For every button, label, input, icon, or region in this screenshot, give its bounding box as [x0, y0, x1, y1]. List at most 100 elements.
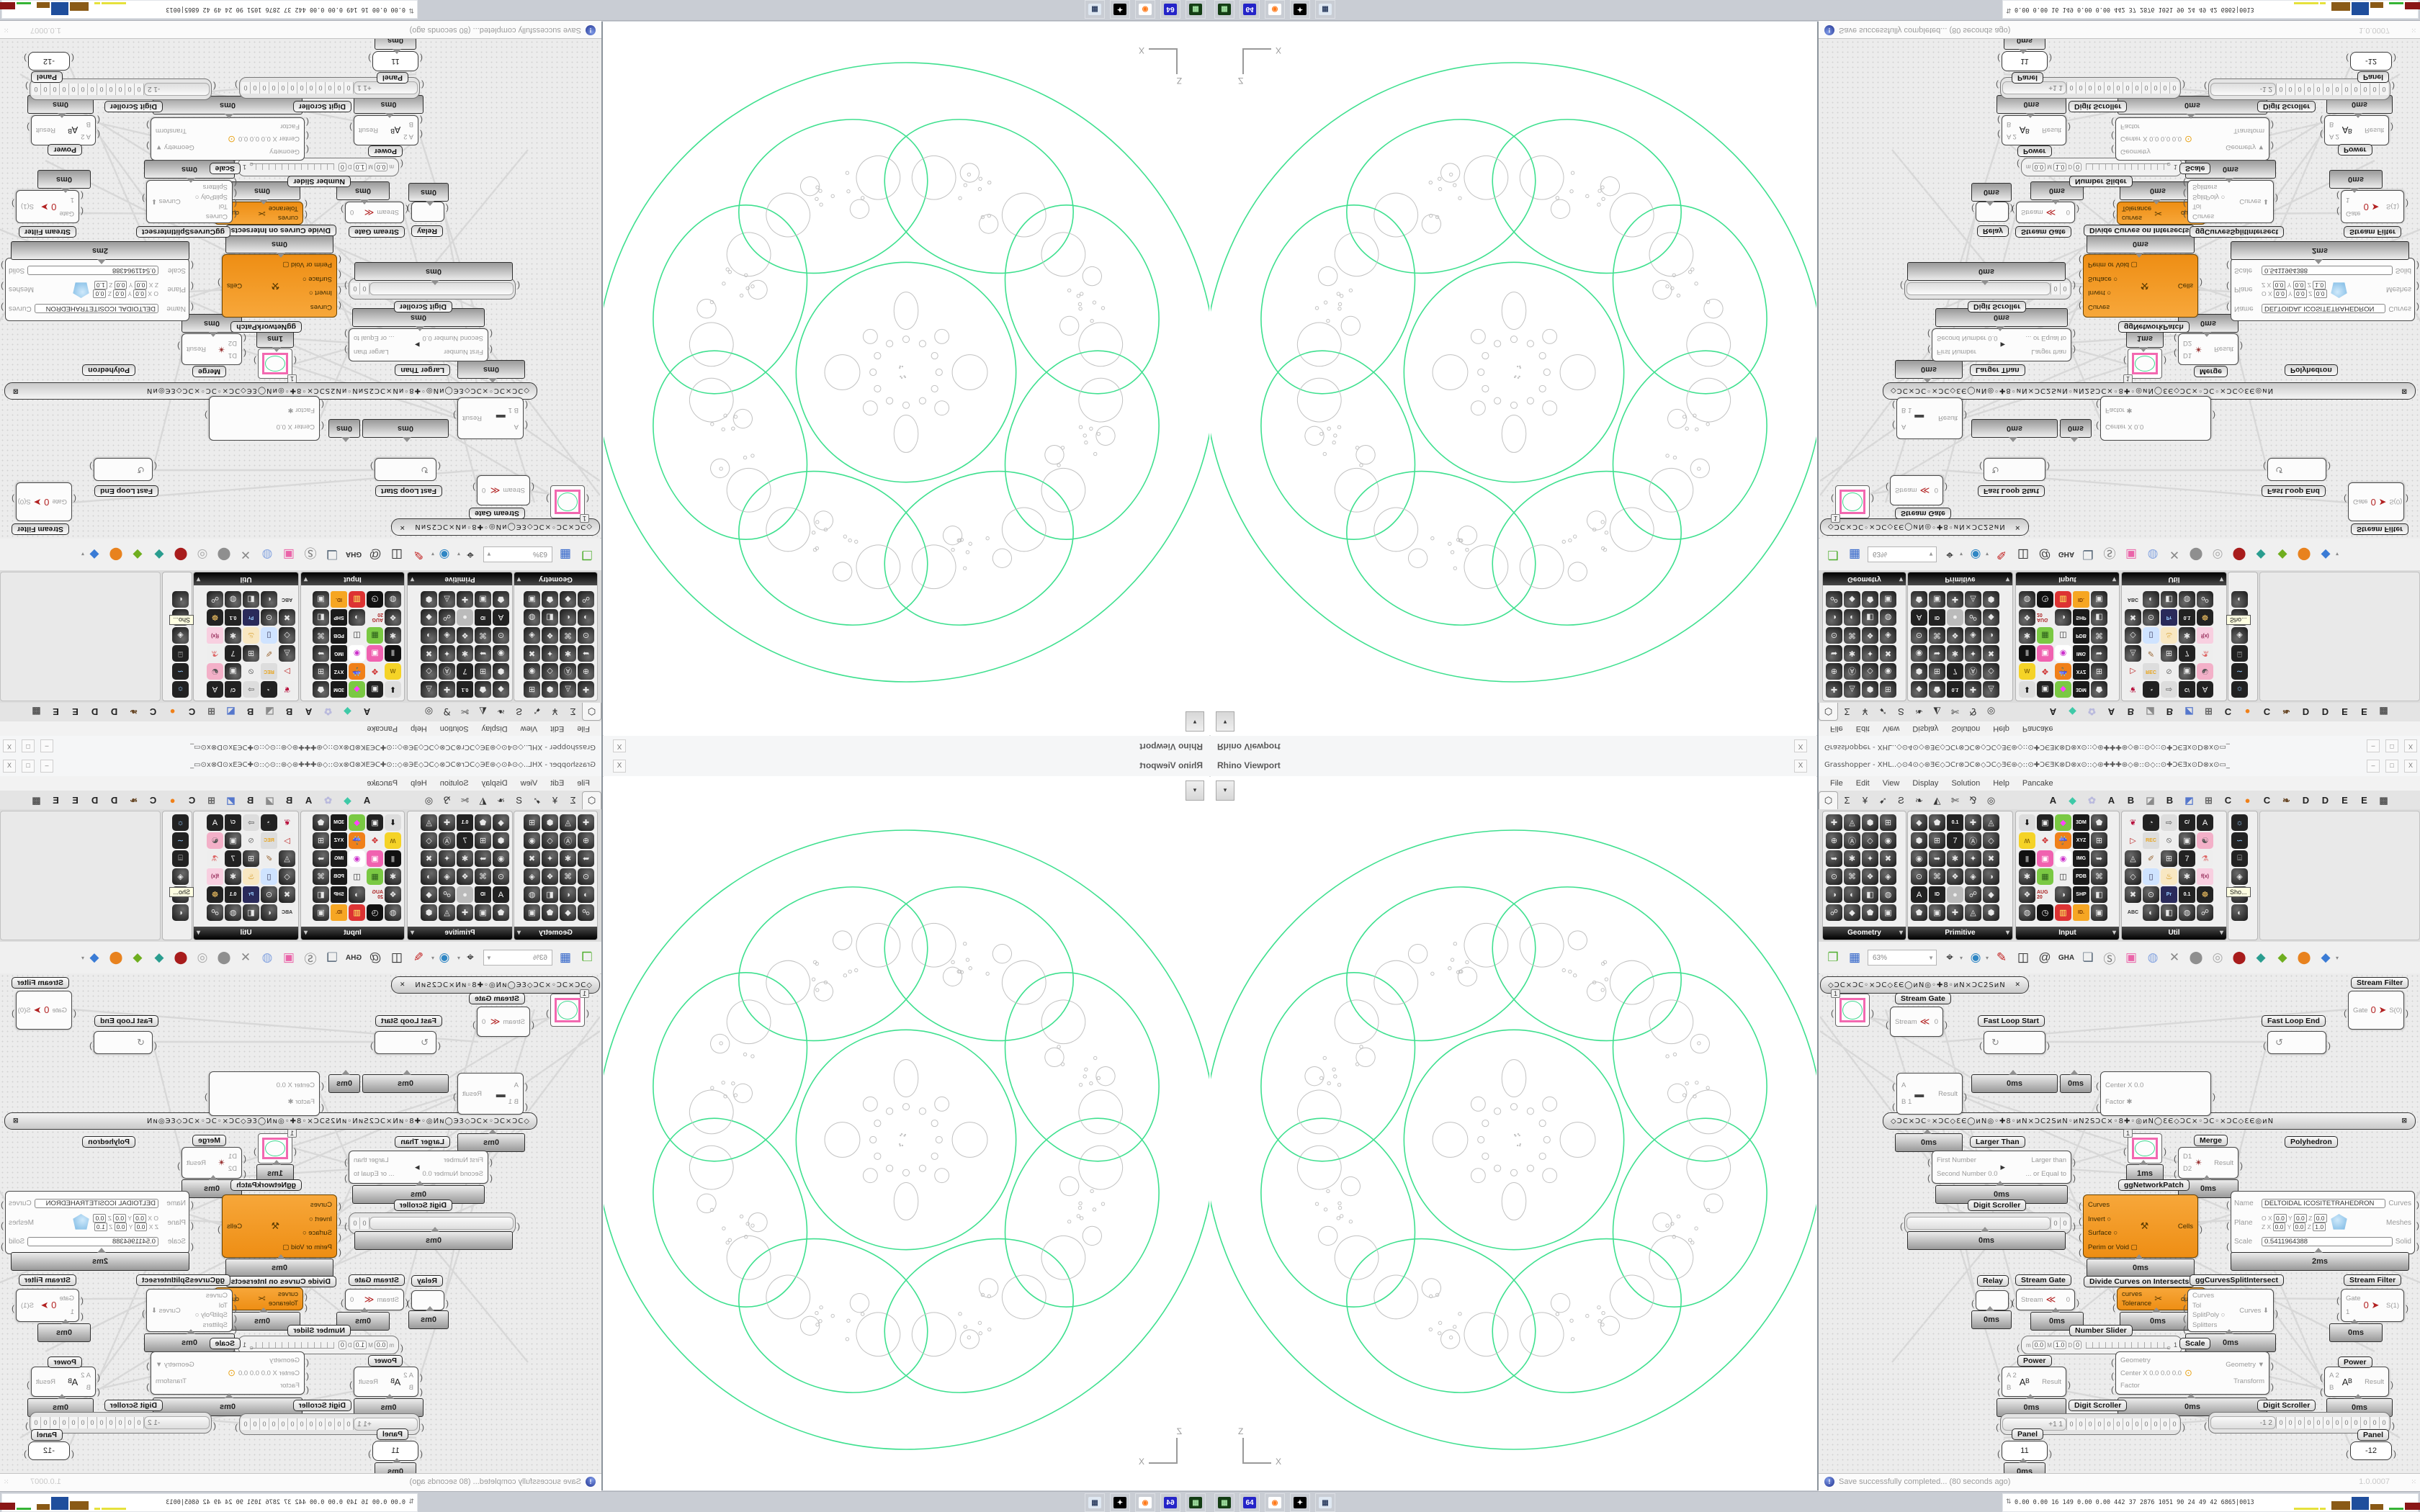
- input-grip[interactable]: (: [2012, 1297, 2015, 1308]
- component-icon[interactable]: ✦: [542, 850, 558, 867]
- scroller-digit[interactable]: 0: [360, 283, 369, 294]
- gh-node-label[interactable]: Polyhedron: [2285, 1136, 2338, 1148]
- plugin-tab-15[interactable]: E: [2341, 795, 2348, 806]
- component-icon[interactable]: ◉: [524, 663, 540, 680]
- component-icon[interactable]: ◧: [2161, 904, 2177, 921]
- scroller-digit[interactable]: 0: [79, 1417, 88, 1428]
- scroller-digit[interactable]: 0: [2076, 1418, 2085, 1430]
- input-grip[interactable]: (: [405, 1297, 408, 1308]
- component-icon[interactable]: ◐: [2143, 591, 2159, 608]
- component-icon[interactable]: ✱: [560, 645, 576, 662]
- component-icon[interactable]: ●: [1947, 886, 1963, 903]
- gh-component-node[interactable]: Gate 0 ➤ S(0)(): [12, 991, 76, 1030]
- close-icon[interactable]: ✕: [2015, 523, 2021, 531]
- component-icon[interactable]: ➥: [578, 850, 594, 867]
- component-icon[interactable]: ▣: [1929, 591, 1945, 608]
- input-grip[interactable]: (: [525, 1081, 528, 1092]
- gh-component-node[interactable]: Curves Invert ○ Surface ○ Perim or Void ▢ ⚒ C…: [2079, 1194, 2202, 1258]
- zoom-level-combo[interactable]: 63% ▼: [1868, 950, 1937, 966]
- component-icon[interactable]: ➥: [1929, 645, 1945, 662]
- component-icon[interactable]: ☼: [172, 814, 189, 831]
- gh-node-label[interactable]: Power: [2017, 145, 2052, 157]
- gh-node-label[interactable]: Merge: [2194, 1135, 2228, 1146]
- gh-component-node[interactable]: Curves Tol SplitPoly ○ Splitters Curves ⬇(((…: [142, 178, 237, 223]
- palette-group-label[interactable]: Primitive ▾: [408, 927, 512, 940]
- gh-circle-param[interactable]: 1(): [1831, 485, 1874, 523]
- component-icon[interactable]: ☔: [2055, 663, 2071, 680]
- input-grip[interactable]: (: [2012, 204, 2015, 215]
- scroller-track[interactable]: [1906, 282, 2051, 295]
- component-icon[interactable]: ▣: [1880, 904, 1896, 921]
- input-grip[interactable]: (: [213, 81, 216, 91]
- name-field[interactable]: DELTOIDAL ICOSITETRAHEDRON: [34, 1199, 158, 1208]
- menu-item-help[interactable]: Help: [1993, 779, 2009, 788]
- plugin-tab-12[interactable]: ❧: [130, 795, 138, 806]
- component-icon[interactable]: ➥: [313, 645, 329, 662]
- component-icon[interactable]: ✦: [439, 850, 455, 867]
- component-icon[interactable]: ◫: [2055, 627, 2071, 644]
- input-grip[interactable]: (: [2079, 254, 2081, 265]
- toolbar-button-10[interactable]: Ⓢ: [2103, 546, 2116, 560]
- scroller-digit[interactable]: 0: [135, 1417, 144, 1428]
- toolbar-button-14[interactable]: ⬤: [2189, 548, 2203, 562]
- component-icon[interactable]: ⌘: [2091, 627, 2107, 644]
- maximize-icon[interactable]: □: [22, 739, 35, 752]
- scroller-digit[interactable]: 0: [50, 1417, 60, 1428]
- gh-node-label[interactable]: Stream Filter: [2344, 226, 2402, 238]
- scroller-digit[interactable]: 0: [69, 84, 79, 95]
- component-icon[interactable]: ◆: [421, 609, 437, 626]
- component-icon[interactable]: ▦: [367, 868, 383, 885]
- component-icon[interactable]: ⊞: [475, 832, 491, 849]
- component-icon[interactable]: ⇨: [2161, 814, 2177, 831]
- output-grip[interactable]: ): [344, 281, 347, 291]
- output-grip[interactable]: ): [2073, 345, 2076, 355]
- component-icon[interactable]: ◉: [1911, 645, 1927, 662]
- output-grip[interactable]: ): [254, 356, 256, 366]
- plugin-tab-14[interactable]: D: [2321, 706, 2329, 717]
- gh-panel-node[interactable]: -12(): [2346, 52, 2396, 71]
- toolbar-button-1[interactable]: ▦: [1848, 548, 1861, 562]
- gh-panel-node[interactable]: 11(): [1997, 51, 2052, 71]
- gh-node-label[interactable]: ggCurvesSplitIntersect: [136, 1274, 230, 1286]
- value-box[interactable]: 0.0: [93, 289, 107, 298]
- component-icon[interactable]: ✦: [1965, 645, 1981, 662]
- resize-grip[interactable]: ⁙: [2411, 27, 2417, 34]
- input-grip[interactable]: (: [2344, 494, 2347, 504]
- toolbar-button-8[interactable]: GHA: [345, 953, 362, 962]
- input-grip[interactable]: (: [1892, 420, 1895, 431]
- component-icon[interactable]: ⬟: [1911, 904, 1927, 921]
- component-icon[interactable]: ◑: [349, 886, 365, 903]
- slider-limit-value[interactable]: 1.0: [2053, 163, 2067, 171]
- scroller-track[interactable]: -1 2: [144, 1416, 210, 1429]
- menu-item-pancake[interactable]: Pancake: [367, 779, 398, 788]
- input-grip[interactable]: (: [1971, 204, 1974, 214]
- component-icon[interactable]: ⊙: [1911, 868, 1927, 885]
- component-icon[interactable]: ⊞: [2161, 850, 2177, 867]
- component-icon[interactable]: ⊞: [1929, 663, 1945, 680]
- component-icon[interactable]: ◆: [560, 591, 576, 608]
- component-icon[interactable]: ✱: [385, 627, 401, 644]
- plugin-tab-4[interactable]: B: [2127, 795, 2135, 806]
- toolbar-button-15[interactable]: ◎: [197, 548, 208, 562]
- plugin-tab-17[interactable]: ▩: [32, 706, 41, 717]
- input-grip[interactable]: (: [2111, 1385, 2114, 1395]
- component-icon[interactable]: ✚: [1826, 814, 1842, 831]
- component-icon[interactable]: ◉: [493, 850, 509, 867]
- input-grip[interactable]: (: [532, 1020, 534, 1030]
- toolbar-button-20[interactable]: ◆: [2321, 548, 2331, 562]
- taskbar-app-icon-1[interactable]: 64: [1240, 0, 1260, 19]
- category-tab-icon-0[interactable]: ⬡: [582, 791, 601, 809]
- output-grip[interactable]: ): [370, 1040, 373, 1050]
- component-icon[interactable]: ▮: [385, 850, 401, 867]
- output-grip[interactable]: ): [2073, 1221, 2076, 1231]
- component-icon[interactable]: ✦: [1862, 645, 1878, 662]
- toolbar-button-3[interactable]: ⌖: [467, 548, 474, 562]
- component-icon[interactable]: ◬: [2125, 850, 2141, 867]
- component-icon[interactable]: 0.1: [457, 814, 473, 831]
- output-grip[interactable]: ): [1, 261, 4, 271]
- gh-node-label[interactable]: Fast Loop End: [2262, 1015, 2326, 1027]
- menu-item-file[interactable]: File: [577, 724, 590, 733]
- component-icon[interactable]: 0.1: [2179, 886, 2195, 903]
- gh-component-node[interactable]: Stream ≪ 0(): [472, 1007, 534, 1037]
- resize-grip[interactable]: ⁙: [2411, 1478, 2417, 1485]
